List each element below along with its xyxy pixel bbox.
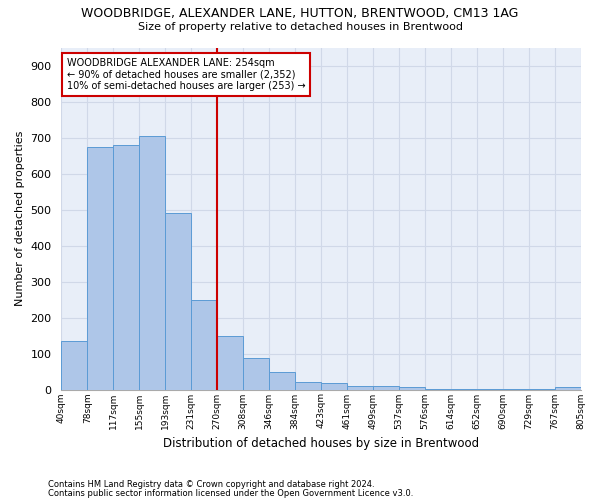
Y-axis label: Number of detached properties: Number of detached properties	[15, 131, 25, 306]
Text: Contains HM Land Registry data © Crown copyright and database right 2024.: Contains HM Land Registry data © Crown c…	[48, 480, 374, 489]
Bar	[88, 146, 113, 390]
Bar	[373, 386, 399, 390]
Bar	[217, 336, 243, 390]
Bar	[503, 389, 529, 390]
Bar	[476, 389, 503, 390]
Text: WOODBRIDGE, ALEXANDER LANE, HUTTON, BRENTWOOD, CM13 1AG: WOODBRIDGE, ALEXANDER LANE, HUTTON, BREN…	[82, 8, 518, 20]
Bar	[191, 300, 217, 390]
Bar	[321, 383, 347, 390]
Text: WOODBRIDGE ALEXANDER LANE: 254sqm
← 90% of detached houses are smaller (2,352)
1: WOODBRIDGE ALEXANDER LANE: 254sqm ← 90% …	[67, 58, 305, 91]
X-axis label: Distribution of detached houses by size in Brentwood: Distribution of detached houses by size …	[163, 437, 479, 450]
Bar	[451, 389, 476, 390]
Bar	[425, 389, 451, 390]
Bar	[295, 382, 321, 390]
Bar	[61, 341, 88, 390]
Bar	[529, 389, 554, 390]
Bar	[399, 387, 425, 390]
Bar	[347, 386, 373, 390]
Bar	[554, 386, 581, 390]
Bar	[139, 136, 165, 390]
Text: Contains public sector information licensed under the Open Government Licence v3: Contains public sector information licen…	[48, 490, 413, 498]
Bar	[165, 213, 191, 390]
Bar	[269, 372, 295, 390]
Text: Size of property relative to detached houses in Brentwood: Size of property relative to detached ho…	[137, 22, 463, 32]
Bar	[243, 358, 269, 390]
Bar	[113, 144, 139, 390]
